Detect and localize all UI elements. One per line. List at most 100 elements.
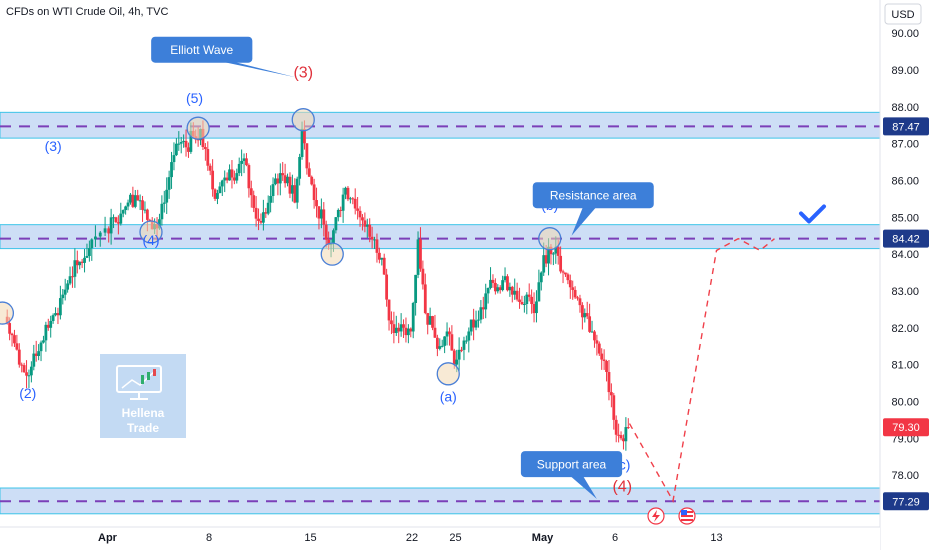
candle	[261, 199, 265, 231]
candle	[235, 168, 239, 184]
candle	[464, 335, 468, 344]
candle-body	[607, 371, 611, 393]
candle	[124, 205, 128, 215]
currency-label[interactable]: USD	[891, 9, 914, 21]
candle-body	[172, 155, 176, 163]
candle	[225, 172, 229, 184]
candle	[515, 282, 519, 302]
candle-body	[423, 284, 427, 314]
candle-body	[177, 143, 181, 145]
candle	[230, 160, 234, 189]
candle	[136, 189, 140, 201]
price-tick-2: 80.00	[891, 396, 919, 408]
wave-label-8: (4)	[612, 479, 632, 496]
wave-label-3: (4)	[142, 232, 159, 248]
candle	[605, 359, 608, 382]
callout-box[interactable]	[520, 451, 623, 478]
candle-body	[15, 343, 19, 350]
candle-body	[600, 353, 604, 360]
candle-body	[37, 351, 41, 356]
candle	[409, 327, 413, 338]
candle	[206, 141, 210, 171]
candle	[535, 290, 538, 323]
events-row[interactable]	[647, 507, 696, 525]
candle	[324, 220, 328, 248]
candle-body	[133, 195, 137, 207]
time-axis[interactable]: Apr 8 15 22 25 May 6 13	[0, 526, 880, 550]
candle-body	[90, 239, 94, 249]
callout-2[interactable]: Support area	[520, 451, 623, 500]
candle-body	[129, 194, 132, 203]
candle-body	[245, 158, 248, 166]
level-badge-2[interactable]: 77.29	[883, 492, 929, 511]
price-axis[interactable]: 78.00 79.00 80.00 81.00 82.00 83.00 84.00 85.00…	[879, 0, 932, 550]
candle-body	[170, 162, 173, 178]
current-price-badge[interactable]: 79.30	[883, 418, 929, 437]
level-badge-1-bg	[883, 229, 929, 248]
candle	[472, 308, 476, 341]
candle	[56, 307, 60, 325]
candle	[363, 212, 367, 233]
candle	[440, 339, 444, 348]
candle	[467, 327, 471, 353]
candle	[322, 202, 326, 237]
candle	[607, 360, 611, 401]
candle	[416, 231, 420, 279]
candle	[126, 199, 130, 211]
candle	[298, 153, 302, 186]
callout-1[interactable]: Resistance area	[532, 182, 654, 236]
candle	[319, 198, 323, 229]
candle	[614, 415, 618, 443]
candle-body	[348, 198, 352, 200]
candle-body	[136, 195, 140, 201]
candle-body	[402, 324, 405, 328]
currency-button[interactable]: USD	[884, 3, 922, 25]
candle	[259, 213, 263, 225]
pivot-marker-2	[291, 108, 315, 132]
candle	[484, 283, 488, 319]
candle	[522, 295, 526, 313]
candle-body	[411, 302, 415, 332]
price-tick-1: 79.00	[891, 433, 919, 445]
candle-body	[387, 299, 391, 321]
candle-body	[619, 435, 623, 439]
candle	[172, 142, 176, 171]
price-tick-3: 81.00	[891, 360, 919, 372]
candle-body	[510, 286, 514, 295]
candle-body	[27, 375, 31, 377]
candle-body	[148, 219, 152, 221]
candle-body	[240, 160, 244, 164]
candle	[448, 327, 451, 346]
candle	[358, 206, 362, 227]
candle-body	[414, 274, 418, 303]
time-tick-0: Apr	[98, 532, 118, 544]
candle-body	[49, 320, 53, 328]
candle-body	[597, 343, 601, 354]
candle	[457, 337, 461, 372]
candle	[411, 301, 415, 339]
candle	[588, 303, 592, 333]
candle	[380, 257, 384, 266]
price-axis-bg	[880, 0, 932, 550]
candle	[237, 157, 241, 177]
candle-body	[346, 187, 350, 200]
candle	[247, 163, 251, 198]
callout-0[interactable]: Elliott Wave	[151, 36, 296, 78]
callout-box[interactable]	[532, 182, 654, 209]
candle-body	[542, 255, 546, 273]
level-badge-0[interactable]: 87.47	[883, 117, 929, 136]
candle-body	[327, 239, 331, 245]
candle	[346, 185, 350, 202]
pivot-marker-1	[186, 116, 210, 140]
candle	[223, 170, 227, 193]
candle-body	[469, 319, 473, 332]
candle-body	[440, 345, 444, 347]
level-badge-1[interactable]: 84.42	[883, 229, 929, 248]
candle	[469, 319, 473, 336]
candle	[58, 285, 62, 320]
callout-box[interactable]	[151, 36, 253, 63]
candle	[46, 318, 50, 331]
candle-body	[491, 279, 495, 283]
candle	[177, 131, 181, 151]
